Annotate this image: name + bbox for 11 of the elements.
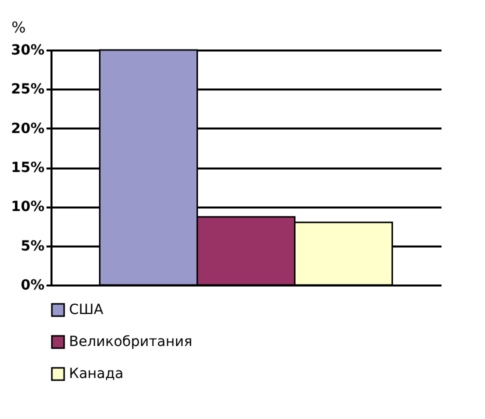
legend-label: Канада [69, 366, 124, 382]
legend-label: США [69, 302, 104, 318]
y-tick-label: 20% [10, 120, 44, 137]
legend-label: Великобритания [69, 334, 192, 350]
y-tick-label: 30% [10, 42, 44, 58]
y-tick-label: 10% [10, 199, 44, 216]
y-axis-title: % [12, 18, 26, 36]
y-tick-label: 25% [10, 82, 44, 98]
y-tick-label: 0% [20, 278, 44, 294]
y-tick-label: 15% [10, 160, 44, 176]
y-tick-label: 5% [20, 238, 44, 254]
